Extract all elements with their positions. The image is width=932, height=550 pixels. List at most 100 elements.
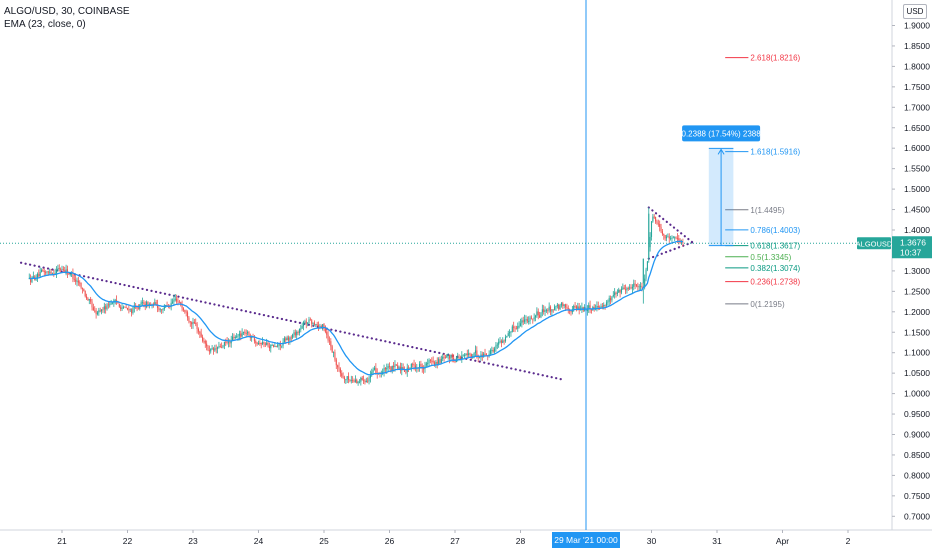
candle-body: [395, 364, 397, 366]
price-tick-label: 1.2500: [904, 286, 930, 296]
candle-body: [413, 364, 415, 366]
candle-body: [356, 379, 358, 384]
candle-body: [431, 360, 433, 362]
candle-body: [266, 342, 268, 345]
candle-body: [322, 324, 324, 327]
candle-body: [511, 326, 513, 332]
candle-body: [185, 311, 187, 313]
candle-body: [120, 306, 122, 309]
candle-body: [110, 303, 112, 305]
candle-body: [293, 332, 295, 335]
candle-body: [484, 353, 486, 355]
price-range-measure[interactable]: 0.2388 (17.54%) 2388: [682, 125, 762, 247]
candle-body: [178, 301, 180, 303]
fib-level-label: 1.618(1.5916): [750, 148, 800, 157]
crosshair-time-text: 29 Mar '21 00:00: [554, 535, 618, 545]
candle-body: [357, 381, 359, 384]
candle-body: [353, 380, 355, 382]
dotted-trendline[interactable]: [19, 261, 563, 381]
candle-body: [668, 236, 670, 239]
candle-body: [32, 276, 34, 278]
candle-body: [645, 269, 647, 279]
candle-body: [637, 286, 639, 287]
candle-body: [563, 304, 565, 306]
candle-body: [204, 340, 206, 344]
candle-body: [528, 321, 530, 322]
candle-body: [46, 271, 48, 273]
candle-body: [42, 269, 44, 272]
dotted-trendline[interactable]: [647, 241, 694, 260]
candle-body: [659, 224, 661, 227]
ema-line[interactable]: [29, 240, 683, 376]
currency-button[interactable]: USD: [903, 4, 927, 19]
candle-body: [107, 304, 109, 306]
candle-body: [215, 348, 217, 350]
price-tick-label: 1.7000: [904, 102, 930, 112]
candle-body: [99, 310, 101, 312]
candle-body: [488, 353, 490, 356]
candle-body: [629, 287, 631, 289]
candle-body: [623, 287, 625, 290]
crosshair-time-label: 29 Mar '21 00:00: [552, 532, 620, 548]
candle-body: [458, 357, 460, 359]
candle-body: [649, 236, 651, 248]
time-axis[interactable]: 21 22 23 24 25 26 27 28 30 31 Apr 2: [57, 530, 851, 546]
candle-body: [363, 379, 365, 381]
candle-body: [577, 306, 579, 309]
candle-body: [219, 346, 221, 348]
candle-body: [361, 377, 363, 380]
candle-body: [682, 242, 684, 244]
candle-body: [428, 360, 430, 363]
candle-body: [86, 296, 88, 299]
candle-body: [541, 309, 543, 313]
candle-body: [539, 315, 541, 318]
candle-body: [229, 342, 231, 344]
candle-body: [345, 379, 347, 381]
candle-body: [39, 271, 41, 277]
candle-body: [66, 269, 69, 274]
candle-body: [54, 273, 56, 274]
candle-body: [518, 325, 520, 327]
candle-body: [159, 309, 161, 311]
symbol-tag-text: ALGOUSD: [856, 239, 893, 248]
candle-body: [244, 331, 246, 334]
price-axis[interactable]: 1.9000 1.8500 1.8000 1.7500 1.7000 1.6500 1.60…: [892, 21, 930, 522]
price-tick-label: 1.9000: [904, 21, 930, 31]
candle-body: [537, 311, 539, 316]
candle-body: [102, 309, 104, 311]
candle-body: [339, 368, 341, 374]
candle-body: [394, 364, 396, 368]
candle-body: [346, 376, 348, 380]
trendlines[interactable]: [19, 206, 694, 381]
candle-body: [510, 331, 512, 333]
candle-body: [264, 343, 266, 345]
candle-body: [256, 342, 258, 345]
candle-body: [64, 270, 66, 272]
candle-body: [274, 346, 276, 347]
symbol-price-tag: ALGOUSD: [856, 237, 893, 250]
fibonacci-extension[interactable]: 2.618(1.8216) 1.618(1.5916) 1(1.4495) 0.786…: [725, 54, 801, 309]
candle-body: [547, 309, 549, 311]
ema-indicator-label[interactable]: EMA (23, close, 0): [4, 19, 86, 30]
dotted-trendline[interactable]: [647, 206, 694, 244]
candle-body: [300, 328, 302, 330]
candle-body: [109, 304, 111, 306]
candle-body: [217, 347, 219, 349]
candle-body: [225, 341, 227, 343]
candle-body: [77, 280, 79, 283]
candle-body: [663, 234, 665, 236]
price-tick-label: 0.7500: [904, 491, 930, 501]
price-tick-label: 0.8000: [904, 470, 930, 480]
candle-body: [436, 361, 438, 364]
candle-body: [402, 366, 404, 371]
candle-body: [96, 312, 99, 315]
candle-body: [447, 355, 449, 356]
candle-body: [611, 296, 613, 301]
candle-body: [223, 341, 225, 346]
candle-body: [259, 343, 261, 344]
candle-body: [87, 298, 89, 301]
symbol-title[interactable]: ALGO/USD, 30, COINBASE: [4, 6, 130, 17]
candle-body: [360, 377, 362, 382]
candle-body: [640, 285, 642, 287]
